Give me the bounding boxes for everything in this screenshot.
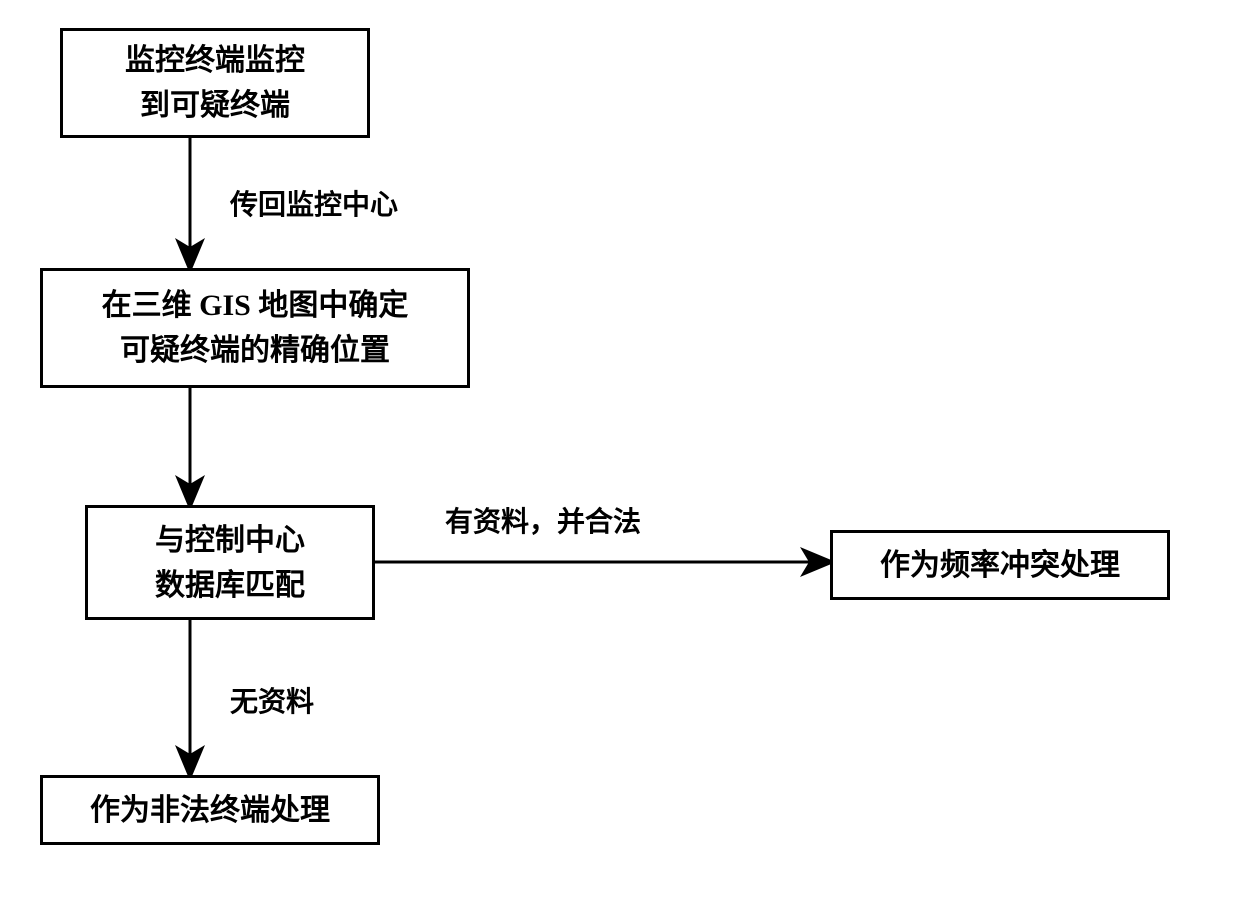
- node-line: 可疑终端的精确位置: [102, 328, 409, 373]
- node-line: 作为非法终端处理: [90, 788, 330, 833]
- node-freq-conflict: 作为频率冲突处理: [830, 530, 1170, 600]
- flowchart-canvas: 监控终端监控 到可疑终端 在三维 GIS 地图中确定 可疑终端的精确位置 与控制…: [0, 0, 1240, 914]
- edge-label-has-data-legal: 有资料，并合法: [445, 500, 641, 540]
- edge-label-no-data: 无资料: [230, 680, 314, 720]
- edge-label-return-center: 传回监控中心: [230, 183, 398, 223]
- node-line: 与控制中心: [155, 518, 305, 563]
- node-monitor-terminal: 监控终端监控 到可疑终端: [60, 28, 370, 138]
- node-line: 到可疑终端: [125, 83, 305, 128]
- node-line: 监控终端监控: [125, 38, 305, 83]
- node-illegal-handle: 作为非法终端处理: [40, 775, 380, 845]
- node-line: 作为频率冲突处理: [880, 543, 1120, 588]
- node-db-match: 与控制中心 数据库匹配: [85, 505, 375, 620]
- node-line: 在三维 GIS 地图中确定: [102, 283, 409, 328]
- node-line: 数据库匹配: [155, 563, 305, 608]
- node-gis-locate: 在三维 GIS 地图中确定 可疑终端的精确位置: [40, 268, 470, 388]
